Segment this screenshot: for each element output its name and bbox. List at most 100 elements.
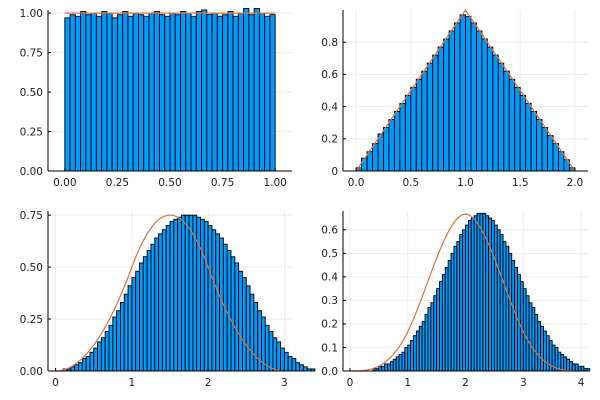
histogram-bar [276,341,282,372]
histogram-bar [139,262,144,372]
x-tick-label: 1.5 [512,177,529,189]
histogram-bar [226,250,232,372]
histogram-bar [164,15,171,172]
histogram-bar [173,218,179,372]
histogram-bar [295,362,301,372]
histogram-bar [116,310,121,372]
chart-panel-2: 0.0 0.5 1.0 1.5 2.0 0 0.2 0.4 0.6 0.8 [321,8,588,189]
histogram-bar [123,293,129,372]
histogram-bar [101,11,108,172]
density-curve [349,213,582,372]
histogram-bar [211,229,217,372]
histogram-bar [299,364,304,372]
histogram-bar [241,277,247,372]
histogram-bar [174,14,181,172]
histogram-bar [383,127,390,172]
histogram-bar [586,368,591,372]
histogram-bar [432,54,439,172]
histogram-bar [81,358,87,372]
histogram-bar [497,62,505,172]
histogram-bar [547,135,554,172]
histogram-bar [116,14,124,172]
histogram-bar [185,12,192,172]
histogram-bar [541,127,548,172]
y-tick-label: 0.2 [321,319,338,331]
histogram-bar [280,347,285,372]
histogram-bar [465,15,472,172]
histogram-bar [93,347,99,372]
histogram-bar [503,70,510,172]
histogram-bar [269,14,276,172]
histogram-bar [310,368,316,372]
histogram-bar [514,86,521,172]
x-tick-label: 0 [52,377,59,389]
y-tick-label: 0.6 [321,69,338,81]
y-tick-label: 0.1 [321,342,338,354]
histogram-bar [195,11,203,172]
x-tick-label: 0.25 [106,177,129,189]
y-tick-label: 0.4 [321,272,338,284]
y-tick-label: 0.8 [321,37,338,49]
histogram-bar [143,15,150,172]
histogram-bar [161,229,167,372]
x-tick-label: 1 [129,377,136,389]
histogram-bar [243,7,250,172]
histogram-bar [257,310,262,372]
histogram-bar [437,46,445,172]
histogram-bar [104,331,110,372]
y-tick-label: 0.3 [321,295,338,307]
histogram-bar [190,15,197,172]
x-tick-label: 0.75 [211,177,234,189]
histogram-bar [203,220,209,372]
histogram-bar [443,38,450,172]
histogram-bar [85,356,91,372]
histogram-bar [258,12,266,172]
x-tick-label: 0.50 [158,177,181,189]
y-tick-label: 0.00 [20,166,43,178]
histogram-bar [177,216,182,372]
y-tick-label: 0.75 [20,47,43,59]
y-tick-label: 0.00 [20,366,43,378]
histogram-bar [421,70,428,172]
histogram-bar [146,250,152,372]
histogram-bar [268,331,274,372]
histogram-bar [448,30,456,172]
histogram-bar [227,11,234,172]
histogram-bar [372,143,379,172]
y-tick-label: 0.0 [321,366,338,378]
histogram-bar [80,11,87,172]
histogram-bar [127,15,134,172]
x-tick-label: 1.00 [263,177,286,189]
histogram-bar [415,78,423,172]
histogram-bar [215,233,221,372]
histogram-bar [74,364,79,372]
histogram-bar [249,293,255,372]
x-tick-label: 2 [205,377,212,389]
histogram-bar [238,270,243,372]
chart-panel-3: 0 1 2 3 0.00 0.25 0.50 0.75 [20,210,316,389]
histogram-bar [122,11,129,172]
x-tick-label: 2.0 [567,177,584,189]
histogram-bar [536,119,543,172]
y-tick-label: 0.75 [20,210,43,222]
histogram-bar [180,214,186,372]
histogram-bar [89,351,95,372]
histogram-bar [159,14,166,172]
histogram-bar [388,119,395,172]
histogram-bar [112,316,118,372]
histogram-bar [404,94,412,172]
histogram-bar [237,12,245,172]
histogram-bar [196,216,201,372]
x-tick-label: 1 [404,377,411,389]
histogram-bar [248,14,255,172]
x-tick-label: 0 [347,377,354,389]
histogram-bar [106,12,113,172]
histogram-bar [142,256,148,372]
histogram-bar [234,262,240,372]
histogram-bar [85,14,92,172]
x-tick-label: 2 [462,377,469,389]
histogram-bar [206,14,213,172]
histogram-bar [132,12,139,172]
histogram-bar [74,15,82,172]
histogram-bar [253,301,259,372]
